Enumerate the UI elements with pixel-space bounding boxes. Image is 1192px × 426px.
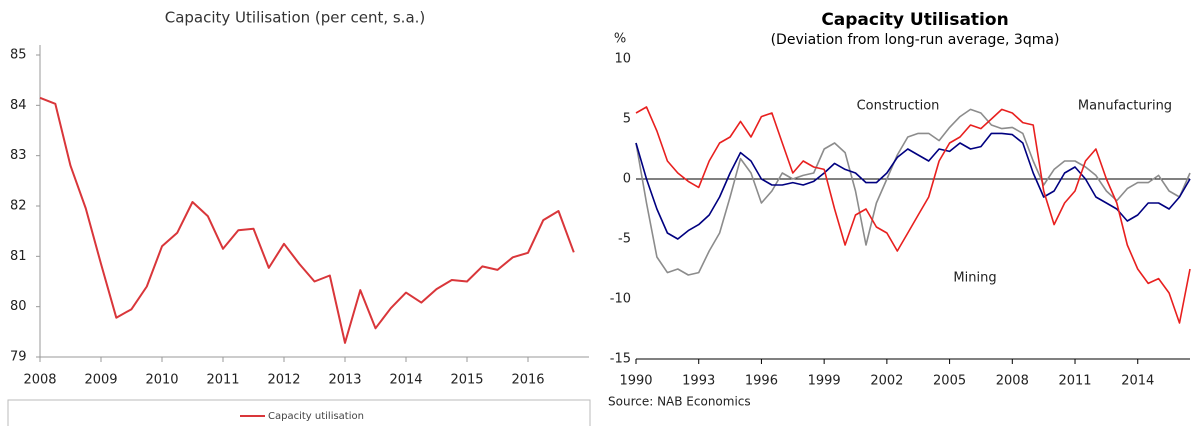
y-tick-label: -5 — [618, 232, 631, 247]
y-tick-label: 83 — [10, 148, 27, 163]
chart-title: Capacity Utilisation (per cent, s.a.) — [165, 9, 426, 27]
x-tick-label: 2012 — [267, 373, 300, 388]
y-tick-label: 5 — [623, 112, 631, 127]
series-label: Construction — [857, 99, 940, 114]
y-tick-label: 81 — [10, 249, 27, 264]
series-line — [635, 132, 1191, 240]
series-line — [39, 96, 575, 344]
y-tick-label: -15 — [610, 352, 631, 367]
y-axis-label: % — [614, 32, 626, 47]
x-tick-label: 2013 — [328, 373, 361, 388]
chart-title: Capacity Utilisation — [821, 10, 1008, 30]
series-label: Mining — [953, 271, 996, 286]
x-tick-label: 2002 — [870, 374, 903, 389]
y-tick-label: 85 — [10, 48, 27, 63]
x-tick-label: 2008 — [996, 374, 1029, 389]
source: Source: NAB Economics — [608, 395, 751, 409]
y-tick-label: 80 — [10, 299, 27, 314]
x-tick-label: 2010 — [145, 373, 178, 388]
y-tick-label: -10 — [610, 292, 631, 307]
legend-box — [7, 399, 591, 426]
x-tick-label: 2005 — [933, 374, 966, 389]
x-tick-label: 2011 — [1058, 374, 1091, 389]
chart-subtitle: (Deviation from long-run average, 3qma) — [771, 32, 1060, 48]
x-tick-label: 2016 — [511, 373, 544, 388]
x-tick-label: 1999 — [808, 374, 841, 389]
x-tick-label: 1993 — [682, 374, 715, 389]
x-tick-label: 2014 — [389, 373, 422, 388]
x-tick-label: 2014 — [1121, 374, 1154, 389]
series-line — [635, 106, 1191, 324]
y-tick-label: 82 — [10, 199, 27, 214]
y-tick-label: 0 — [623, 172, 631, 187]
y-tick-label: 10 — [614, 52, 631, 67]
x-tick-label: 2009 — [84, 373, 117, 388]
x-tick-label: 2008 — [23, 373, 56, 388]
x-tick-label: 1996 — [745, 374, 778, 389]
x-tick-label: 1990 — [619, 374, 652, 389]
y-tick-label: 84 — [10, 98, 27, 113]
series-line — [635, 108, 1191, 276]
series-label: Manufacturing — [1078, 99, 1172, 114]
x-tick-label: 2011 — [206, 373, 239, 388]
legend-label: Capacity utilisation — [268, 411, 364, 422]
x-tick-label: 2015 — [450, 373, 483, 388]
y-tick-label: 79 — [10, 350, 27, 365]
